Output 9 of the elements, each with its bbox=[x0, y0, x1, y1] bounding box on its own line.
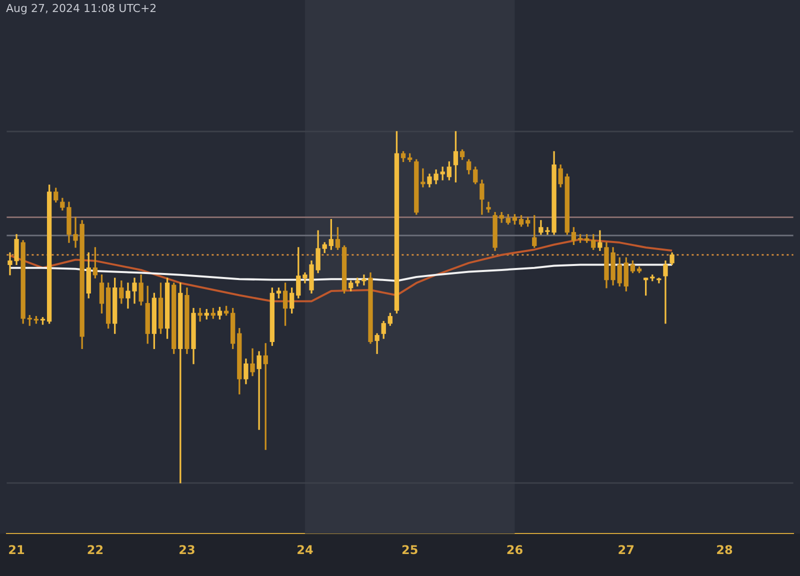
text: Aug 27, 2024 11:08 UTC+2 bbox=[6, 2, 157, 15]
x-tick-label: 28 bbox=[716, 542, 733, 557]
x-tick-label: 27 bbox=[618, 542, 634, 557]
x-tick-label: 24 bbox=[296, 542, 314, 557]
x-tick-label: 21 bbox=[8, 542, 25, 557]
x-tick-label: 26 bbox=[506, 542, 524, 557]
x-tick-label: 22 bbox=[86, 542, 104, 557]
x-tick-label: 25 bbox=[401, 542, 418, 557]
x-tick-label: 23 bbox=[178, 542, 196, 557]
